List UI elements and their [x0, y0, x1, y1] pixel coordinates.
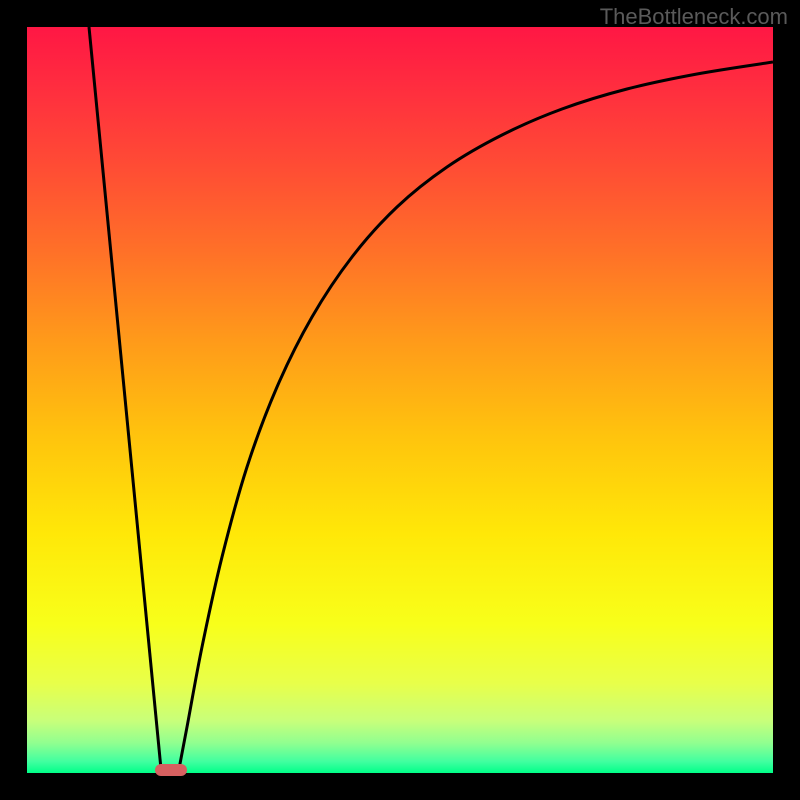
chart-container [27, 27, 773, 773]
bottleneck-curves [27, 27, 773, 773]
left-descent-line [89, 27, 161, 769]
watermark-text: TheBottleneck.com [600, 4, 788, 30]
right-ascent-curve [179, 62, 773, 769]
minimum-marker [155, 764, 187, 776]
